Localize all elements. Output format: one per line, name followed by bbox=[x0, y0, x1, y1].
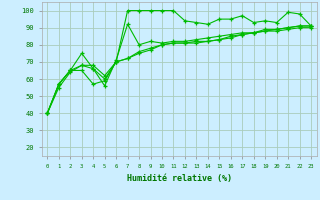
X-axis label: Humidité relative (%): Humidité relative (%) bbox=[127, 174, 232, 183]
